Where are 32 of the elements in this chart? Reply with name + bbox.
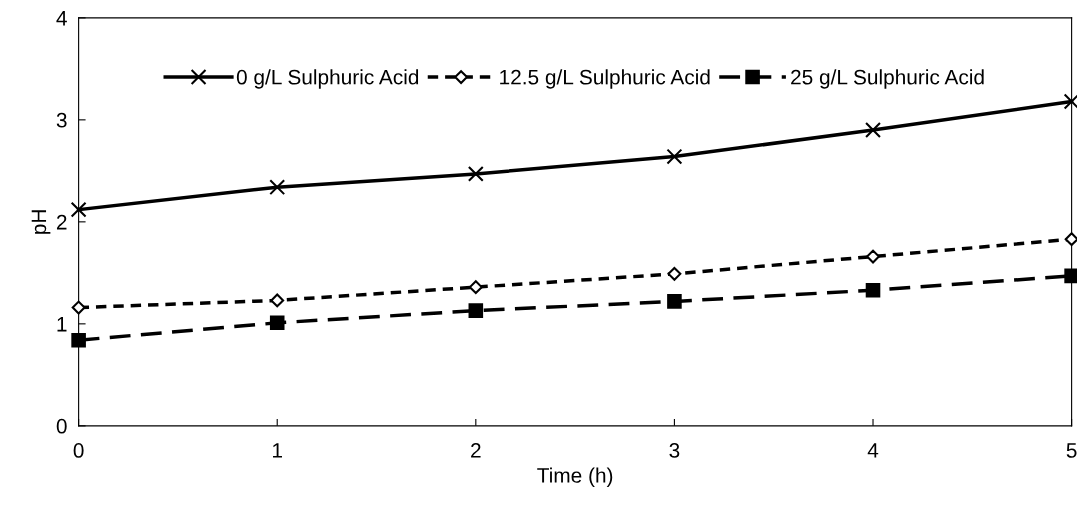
point [666, 148, 683, 165]
point [71, 300, 86, 315]
y-tick-label: 0 [56, 418, 67, 434]
point [270, 293, 285, 308]
legend-label: 0 g/L Sulphuric Acid [236, 69, 419, 89]
x-tick-label: 5 [1066, 443, 1077, 458]
point [269, 315, 285, 331]
y-tick-label: 3 [56, 112, 67, 128]
point [866, 249, 880, 264]
point [865, 282, 881, 298]
point [468, 303, 484, 318]
point [667, 294, 682, 309]
point [468, 280, 483, 295]
legend-label: 12.5 g/L Sulphuric Acid [500, 69, 710, 89]
y-tick-label: 4 [56, 11, 67, 26]
x-tick-label: 3 [669, 443, 680, 458]
x-tick-label: 4 [867, 443, 879, 458]
y-tick-label: 2 [56, 214, 67, 230]
x-tick-label: 1 [273, 443, 282, 458]
point [71, 332, 86, 348]
point [467, 165, 484, 182]
legend-label: 25 g/L Sulphuric Acid [791, 69, 984, 89]
point [667, 266, 682, 281]
point [1064, 232, 1077, 247]
point [269, 179, 286, 196]
x-axis-title: Time (h) [537, 467, 613, 487]
y-axis-title: pH [31, 210, 51, 234]
point [865, 122, 881, 139]
x-tick-label: 0 [73, 443, 84, 458]
x-tick-label: 2 [471, 443, 481, 458]
point [70, 201, 87, 218]
y-tick-label: 1 [57, 317, 67, 332]
